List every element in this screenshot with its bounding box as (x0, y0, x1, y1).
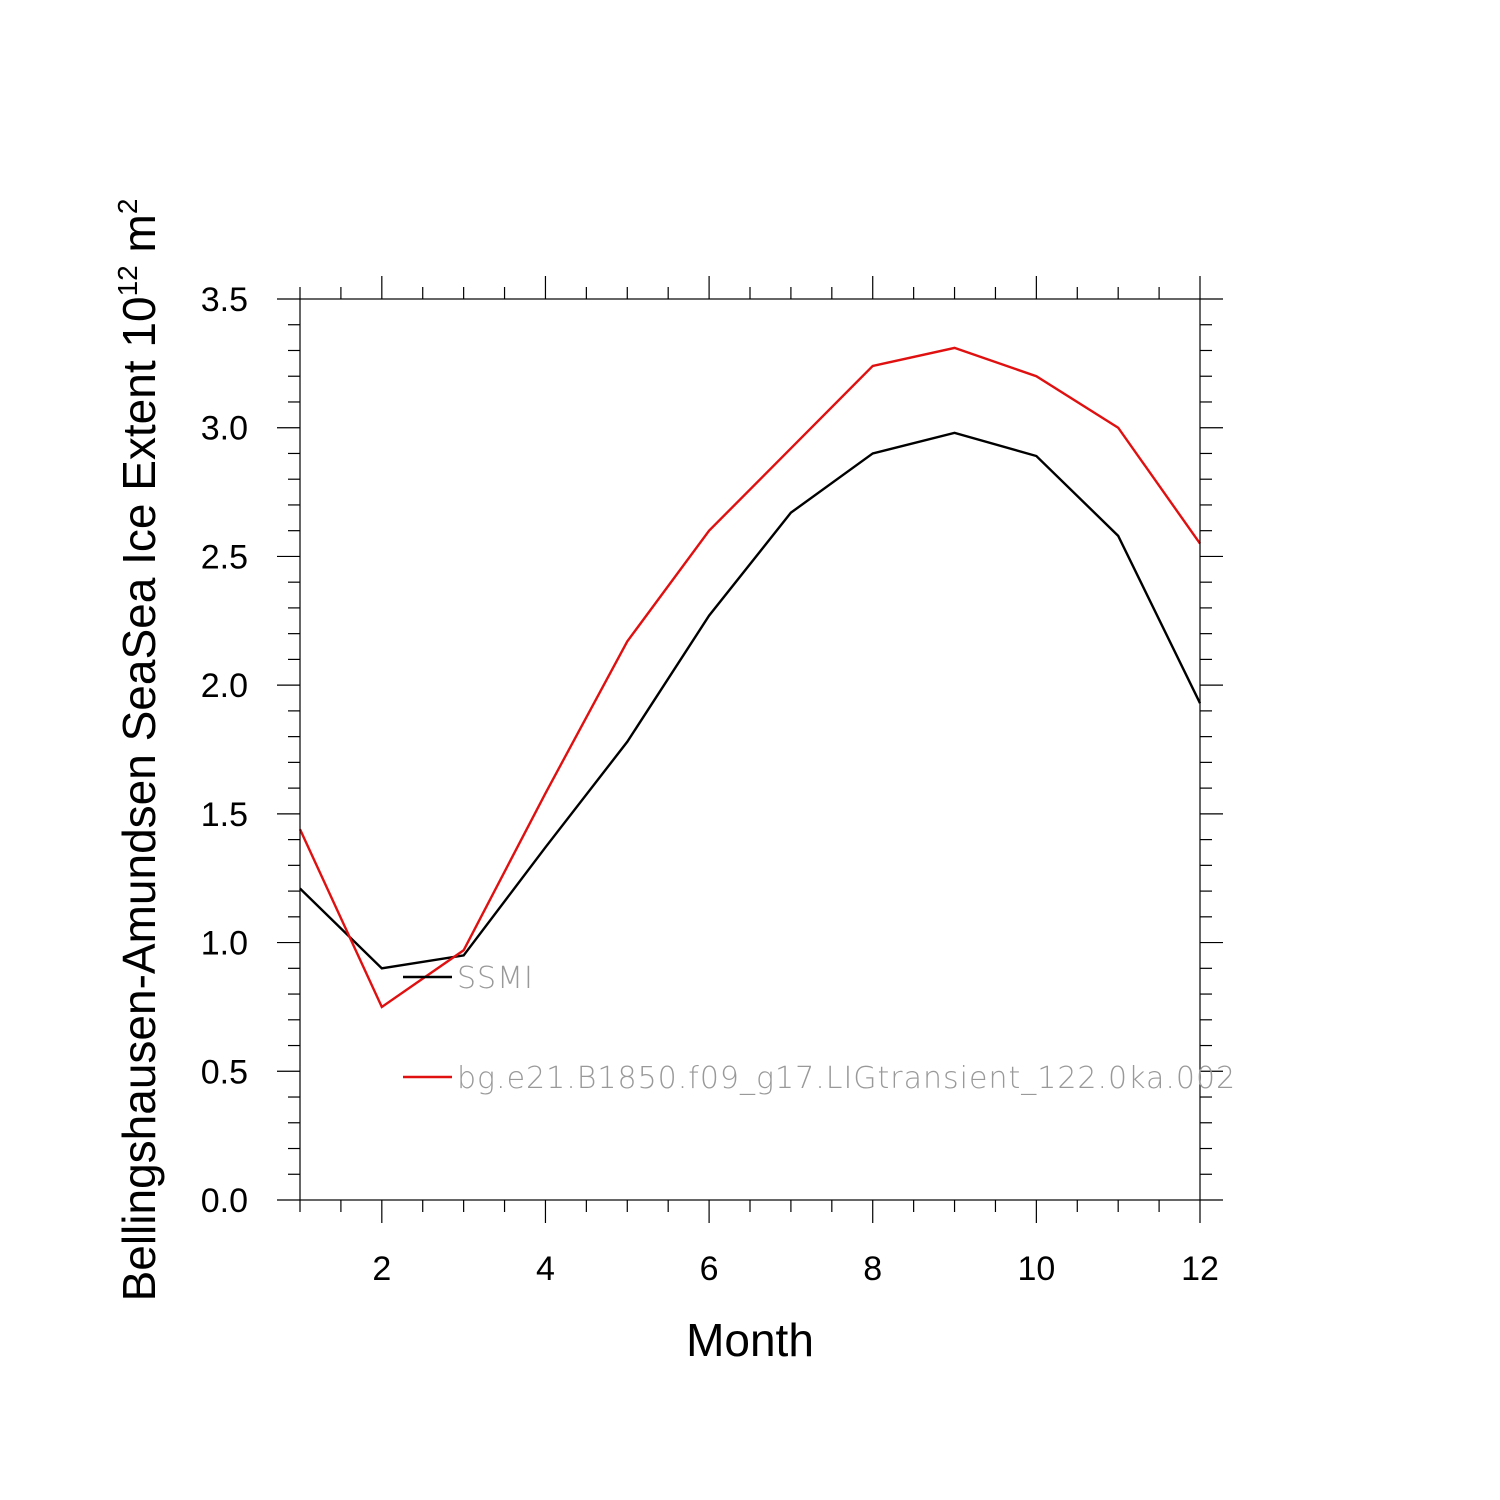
x-tick-label: 10 (1017, 1250, 1055, 1288)
y-axis-title: Bellingshausen-Amundsen SeaSea Ice Exten… (112, 199, 165, 1302)
y-axis-unit-base-value: 10 (113, 296, 165, 347)
series-layer (298, 346, 1202, 1009)
y-tick-label: 0.5 (201, 1053, 248, 1091)
ticks-layer (277, 276, 1223, 1223)
legend-layer: SSMI bg.e21.B1850.f09_g17.LIGtransient_12… (403, 961, 1236, 1096)
svg-text:Bellingshausen-Amundsen SeaSea: Bellingshausen-Amundsen SeaSea Ice Exten… (112, 199, 165, 1302)
y-tick-label: 0.0 (201, 1182, 248, 1220)
y-tick-label: 3.5 (201, 281, 248, 319)
legend-label-2: bg.e21.B1850.f09_g17.LIGtransient_122.0k… (457, 1061, 1236, 1096)
labels-layer: 2 4 6 8 10 12 0.0 0.5 1.0 1.5 2.0 2.5 3.0 3.5 (201, 281, 1219, 1288)
y-axis-unit-tail-exp: 2 (112, 199, 143, 215)
y-axis-title-text: Bellingshausen-Amundsen SeaSea Ice Exten… (113, 360, 165, 1301)
y-axis-unit-tail: m (113, 214, 165, 265)
y-tick-label: 2.0 (201, 667, 248, 705)
x-tick-label: 6 (700, 1250, 719, 1288)
series-line-2 (298, 346, 1201, 1009)
x-axis-title: Month (686, 1314, 814, 1366)
y-tick-label: 2.5 (201, 538, 248, 576)
plot-frame (299, 298, 1201, 1201)
y-axis-unit-exp: 12 (112, 265, 143, 296)
x-tick-label: 4 (536, 1250, 555, 1288)
x-tick-label: 8 (863, 1250, 882, 1288)
y-tick-label: 3.0 (201, 410, 248, 448)
y-tick-label: 1.0 (201, 925, 248, 963)
x-tick-label: 12 (1181, 1250, 1219, 1288)
series-line-1 (299, 431, 1202, 970)
x-tick-label: 2 (372, 1250, 391, 1288)
y-tick-label: 1.5 (201, 796, 248, 834)
legend-label-1: SSMI (457, 961, 534, 996)
